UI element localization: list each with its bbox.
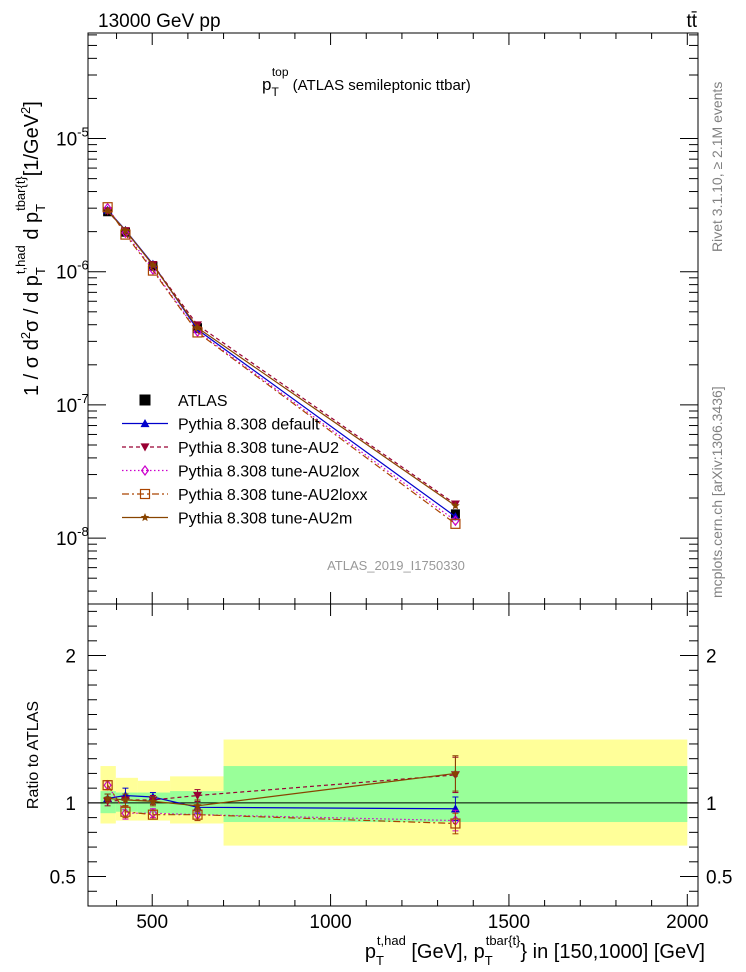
mcplots-label: mcplots.cern.ch [arXiv:1306.3436]: [709, 386, 725, 598]
main-series-point: [121, 227, 130, 239]
plot-title: pTtop (ATLAS semileptonic ttbar): [262, 65, 471, 99]
legend-label: Pythia 8.308 tune-AU2lox: [178, 464, 359, 481]
main-series-point: [121, 225, 130, 235]
legend-label: Pythia 8.308 tune-AU2loxx: [178, 487, 367, 504]
ratio-point: [148, 796, 158, 806]
ratio-panel-frame: [87, 603, 699, 907]
legend-marker: [139, 394, 151, 406]
x-tick-label: 500: [136, 912, 168, 933]
ratio-tick-label: 0.5: [50, 868, 76, 889]
ratio-point: [450, 818, 461, 829]
plot-title-symbol: p: [262, 75, 271, 94]
ratio-point: [120, 806, 131, 817]
ratio-point: [147, 809, 159, 820]
main-series-point: [103, 206, 112, 215]
ratio-series-line: [107, 784, 456, 825]
ratio-tick-label-right: 0.5: [706, 868, 732, 889]
ratio-tick-label-right: 2: [706, 647, 717, 668]
legend-marker: [139, 488, 151, 500]
ratio-point: [103, 793, 112, 803]
ratio-point: [121, 795, 130, 804]
y-tick-label: 10-7: [56, 391, 89, 417]
header-process-label: tt̄: [686, 11, 697, 32]
main-series-point: [450, 518, 461, 529]
main-panel: 10-8 10-7 10-6 10-5 pTtop (ATLAS semilepton…: [13, 32, 699, 605]
ratio-tick-label-right: 1: [706, 794, 717, 815]
header-energy-label: 13000 GeV pp: [98, 11, 221, 32]
legend: ATLAS Pythia 8.308 default Pythia 8.308 tu…: [122, 393, 367, 528]
ratio-tick-label: 1: [65, 794, 76, 815]
analysis-watermark: ATLAS_2019_I1750330: [327, 558, 465, 573]
main-series-point: [451, 501, 460, 510]
legend-label: ATLAS: [178, 393, 228, 410]
main-plot-marks: [102, 202, 461, 529]
ratio-point: [193, 801, 202, 810]
legend-marker: [140, 465, 150, 476]
ratio-axes: 500 1000 1500 2000 0.5 0.5 1 1 2 2: [50, 604, 732, 933]
main-series-line: [107, 210, 456, 507]
x-tick-label: 1000: [309, 912, 351, 933]
ratio-point: [102, 780, 113, 791]
x-tick-label: 2000: [666, 912, 708, 933]
legend-label: Pythia 8.308 tune-AU2: [178, 440, 339, 457]
main-series-point: [148, 260, 158, 269]
legend-label: Pythia 8.308 tune-AU2m: [178, 511, 352, 528]
legend-marker: [140, 443, 150, 452]
main-series-point: [193, 323, 202, 332]
ratio-plot-marks: [88, 739, 698, 846]
legend-label: Pythia 8.308 default: [178, 417, 320, 434]
ratio-panel: 500 1000 1500 2000 0.5 0.5 1 1 2 2 Ratio to ATLAS: [25, 603, 732, 933]
plot-title-subscript: T: [271, 85, 279, 99]
ratio-tick-label: 2: [65, 647, 76, 668]
y-axis-label: 1 / σ d2σ / d pTt,had d pTtbar{t}[1/GeV2…: [13, 101, 48, 396]
ratio-point: [451, 768, 460, 778]
plot-title-superscript: top: [272, 65, 289, 79]
x-axis-label: pTt,had [GeV], pTtbar{t}} in [150,1000] …: [365, 933, 705, 968]
main-series-line: [107, 210, 456, 505]
ratio-point: [193, 791, 203, 801]
main-series-line: [107, 206, 456, 525]
y-tick-label: 10-6: [56, 258, 89, 284]
y-tick-label: 10-5: [56, 125, 89, 151]
main-axes: 10-8 10-7 10-6 10-5: [56, 33, 698, 604]
x-tick-label: 1500: [488, 912, 530, 933]
y-tick-label: 10-8: [56, 524, 89, 550]
legend-marker: [140, 419, 150, 428]
plot-title-rest: (ATLAS semileptonic ttbar): [289, 77, 471, 94]
legend-marker: [140, 513, 150, 522]
rivet-version-label: Rivet 3.1.10, ≥ 2.1M events: [709, 82, 725, 252]
ratio-y-axis-label: Ratio to ATLAS: [25, 701, 42, 809]
